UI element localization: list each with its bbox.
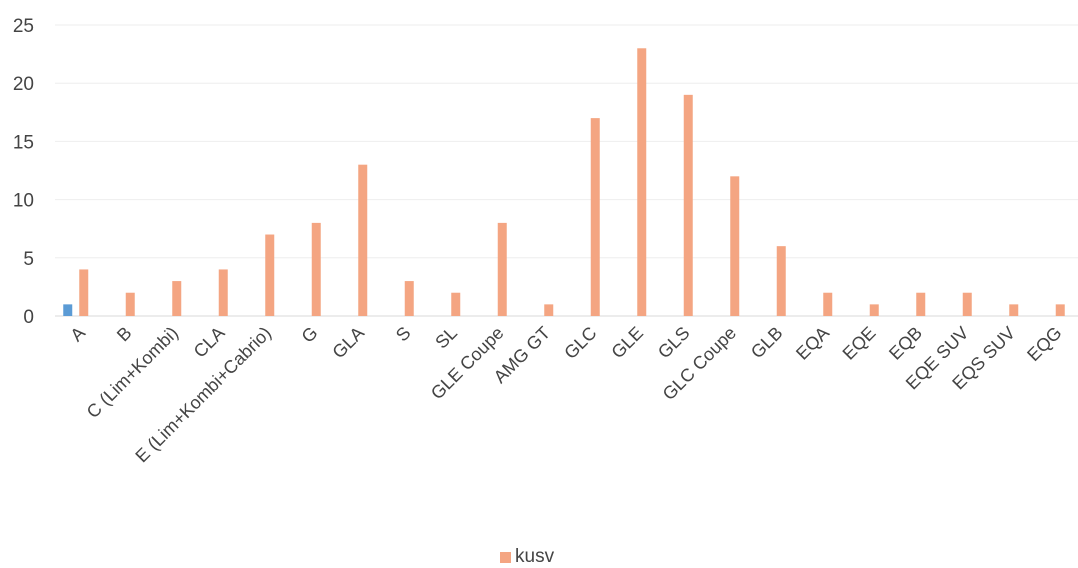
bar-kusv-19	[962, 292, 972, 316]
bar-kusv-6	[358, 164, 368, 316]
bar-kusv-2	[172, 281, 182, 316]
bar-kusv-20	[1009, 304, 1019, 316]
legend: kusv	[500, 546, 554, 568]
x-tick-label: GLB	[747, 323, 787, 363]
bar-kusv-5	[311, 222, 321, 316]
bar-kusv-15	[776, 246, 786, 316]
y-tick-label: 20	[13, 74, 34, 95]
x-tick-label: B	[113, 323, 136, 346]
bar-kusv-16	[823, 292, 833, 316]
x-tick-label: EQG	[1023, 323, 1065, 365]
y-tick-label: 25	[13, 16, 34, 37]
x-tick-label: GLE	[607, 323, 647, 363]
x-tick-label: CLA	[190, 323, 229, 362]
bars	[63, 48, 1065, 317]
bar-kusv-7	[404, 281, 414, 316]
legend-swatch	[500, 551, 511, 563]
bar-kusv-11	[590, 118, 600, 317]
legend-label: kusv	[515, 546, 555, 567]
x-tick-label: EQE	[839, 323, 880, 364]
x-tick-label: EQA	[792, 323, 833, 364]
x-tick-label: G	[298, 323, 322, 347]
y-axis-ticks: 0 5 10 15 20 25	[13, 16, 34, 328]
y-tick-label: 0	[23, 307, 34, 328]
y-tick-label: 10	[13, 191, 34, 212]
x-tick-label: GLS	[654, 323, 694, 363]
y-tick-label: 15	[13, 132, 34, 153]
y-tick-label: 5	[23, 249, 34, 270]
x-tick-label: EQB	[885, 323, 926, 364]
bar-kusv-9	[497, 222, 507, 316]
bar-kusv-3	[218, 269, 228, 316]
bar-kusv-0	[79, 269, 89, 316]
bar-kusv-21	[1055, 304, 1065, 316]
x-tick-label: GLA	[328, 323, 368, 363]
x-tick-label: GLC	[560, 323, 600, 363]
bar-kusv-10	[544, 304, 554, 316]
bar-kusv-4	[265, 234, 275, 316]
bar-kusv-8	[451, 292, 461, 316]
bar-kusv-13	[683, 94, 693, 316]
bar-kusv-1	[125, 292, 135, 316]
bar-kusv-17	[869, 304, 879, 316]
x-tick-label: SL	[431, 323, 461, 353]
bar-kusv-18	[916, 292, 926, 316]
bar-series0-0	[63, 304, 73, 316]
gridlines	[55, 24, 1078, 317]
x-tick-label: S	[392, 323, 415, 346]
bar-kusv-14	[730, 176, 740, 316]
bar-kusv-12	[637, 48, 647, 316]
x-tick-label: A	[66, 323, 89, 346]
